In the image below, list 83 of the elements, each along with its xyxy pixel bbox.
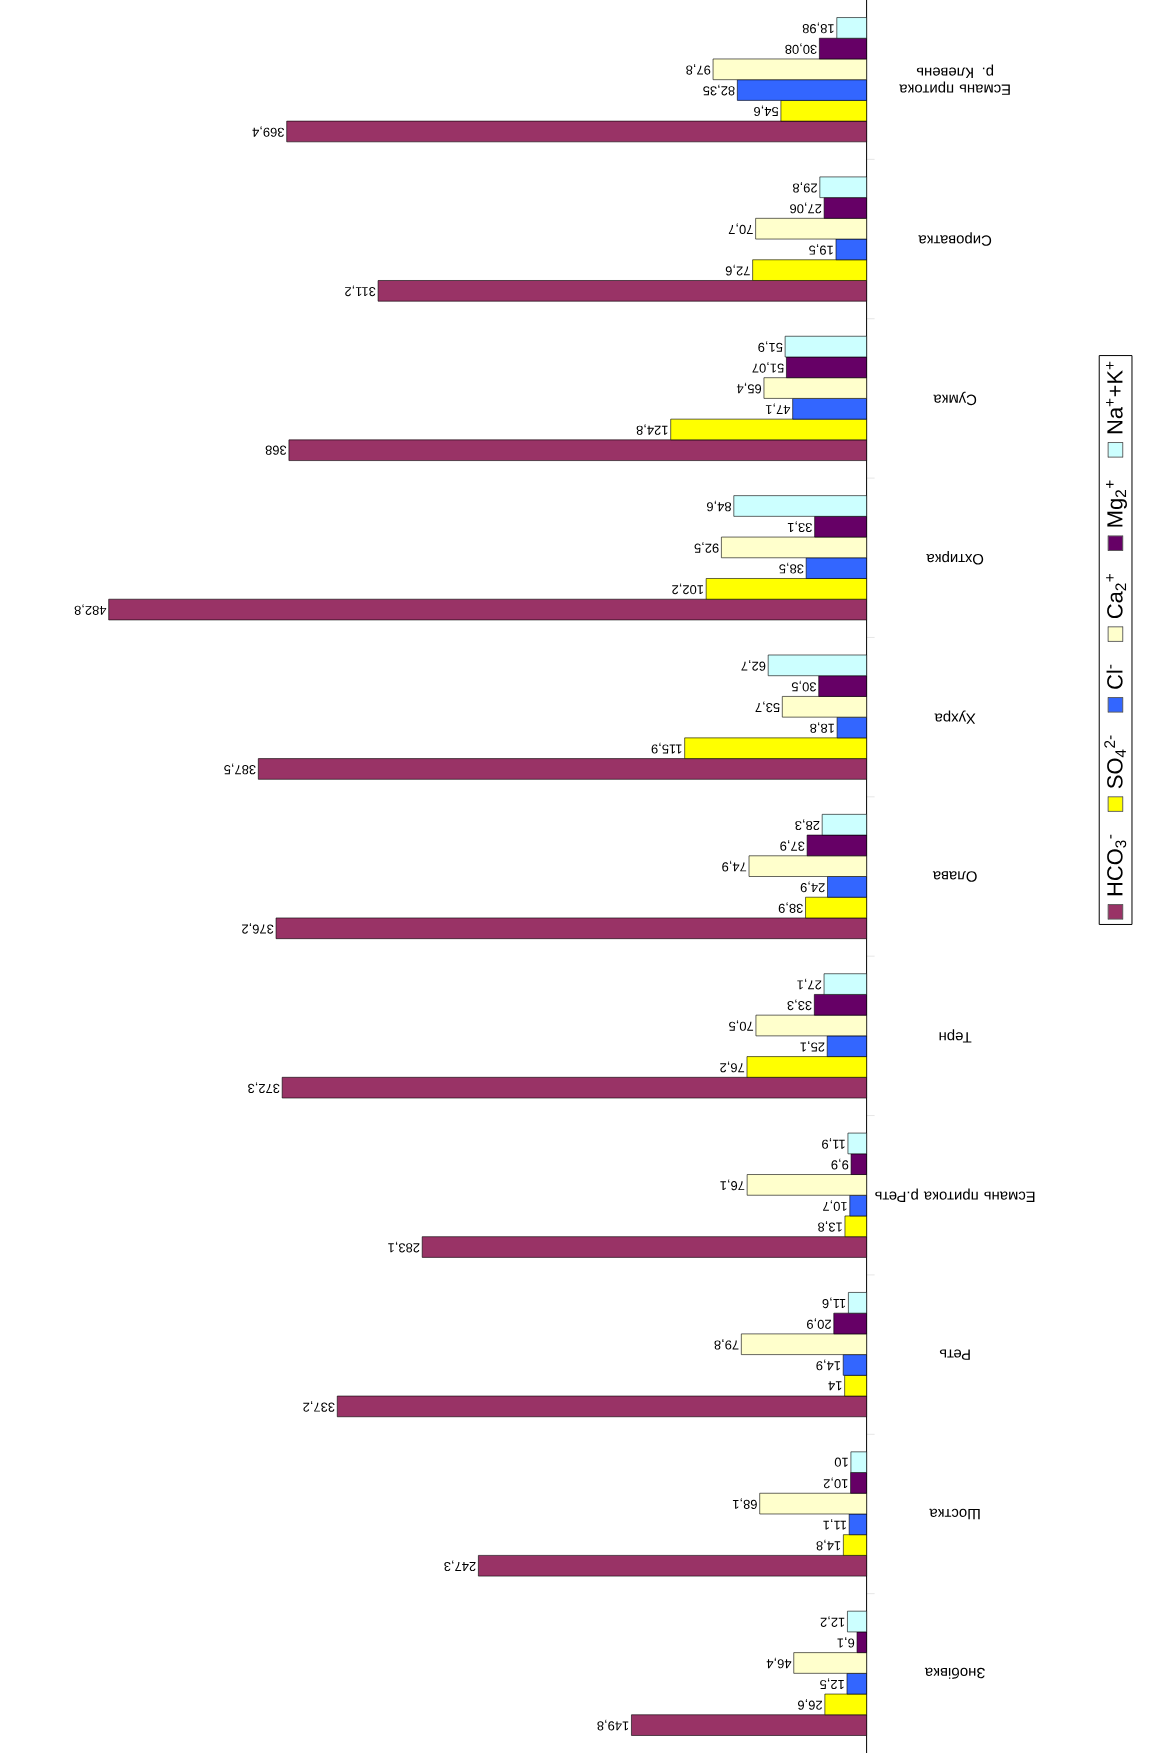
data-label: 10,2 bbox=[824, 1477, 848, 1489]
data-label: 30,08 bbox=[785, 43, 817, 54]
data-label: 47,1 bbox=[766, 403, 791, 415]
y-tick-label: Хухра bbox=[934, 710, 976, 724]
data-label: 247,3 bbox=[444, 1560, 476, 1572]
y-tick-label: Олава bbox=[933, 871, 977, 882]
data-label: 149,8 bbox=[597, 1719, 629, 1731]
data-label: 28,3 bbox=[795, 819, 820, 831]
y-tick-label: Есмань притока р. Клевень bbox=[899, 64, 1010, 95]
data-label: 33,1 bbox=[788, 521, 813, 533]
data-label: 70,7 bbox=[729, 223, 753, 235]
data-label: 311,2 bbox=[345, 285, 376, 297]
data-label: 33,3 bbox=[787, 999, 812, 1011]
data-label: 72,6 bbox=[725, 264, 750, 276]
legend-label: SO$_{4}$2- bbox=[1104, 735, 1127, 789]
data-label: 38,9 bbox=[778, 902, 804, 913]
data-label: 6,1 bbox=[837, 1636, 855, 1648]
data-label: 68,1 bbox=[733, 1498, 758, 1509]
data-label: 372,3 bbox=[248, 1082, 280, 1094]
data-label: 24,9 bbox=[800, 881, 825, 893]
data-label: 11,1 bbox=[823, 1519, 847, 1530]
y-tick-label: Охтирка bbox=[926, 551, 984, 565]
data-label: 74,9 bbox=[722, 860, 747, 872]
data-label: 46,4 bbox=[766, 1657, 792, 1669]
y-tick-label: Терн bbox=[939, 1029, 972, 1043]
data-label: 14 bbox=[828, 1381, 842, 1391]
data-label: 92,5 bbox=[694, 542, 719, 553]
data-label: 70,5 bbox=[729, 1020, 754, 1031]
y-tick-label: Сироватка bbox=[918, 232, 992, 246]
legend-label: Cl$^{-}$ bbox=[1106, 664, 1123, 689]
legend-label: Mg$_{2}$+ bbox=[1106, 480, 1128, 527]
data-label: 387,5 bbox=[224, 763, 256, 775]
data-label: 37,9 bbox=[780, 840, 805, 851]
data-label: 79,8 bbox=[714, 1338, 739, 1350]
data-label: 25,1 bbox=[800, 1040, 825, 1052]
data-label: 10,7 bbox=[823, 1200, 847, 1211]
data-label: 27,06 bbox=[790, 202, 822, 214]
data-label: 18,98 bbox=[802, 22, 834, 34]
data-label: 115,9 bbox=[651, 742, 682, 754]
data-label: 76,1 bbox=[720, 1179, 745, 1191]
data-label: 124,8 bbox=[636, 424, 668, 435]
y-tick-label: Есмань притока р.Реть bbox=[875, 1188, 1035, 1202]
y-tick-label: Знобівка bbox=[925, 1667, 986, 1679]
data-label: 18,8 bbox=[810, 722, 835, 733]
data-label: 97,8 bbox=[686, 63, 711, 75]
data-label: 29,8 bbox=[793, 181, 818, 193]
data-label: 53,7 bbox=[755, 701, 780, 713]
legend-label: Ca$_{2}$+ bbox=[1106, 573, 1127, 619]
data-label: 337,2 bbox=[303, 1401, 335, 1412]
data-label: 102,2 bbox=[672, 583, 704, 595]
data-label: 369,4 bbox=[252, 126, 285, 137]
data-label: 14,8 bbox=[816, 1539, 841, 1551]
data-label: 19,5 bbox=[809, 244, 833, 255]
data-label: 62,7 bbox=[741, 660, 766, 671]
data-label: 82,35 bbox=[703, 84, 735, 96]
data-label: 14,9 bbox=[816, 1359, 841, 1371]
y-tick-label: Шостка bbox=[929, 1508, 980, 1520]
data-label: 54,6 bbox=[754, 105, 779, 117]
data-label: 27,1 bbox=[797, 978, 822, 990]
data-label: 30,5 bbox=[792, 680, 817, 692]
data-label: 11,6 bbox=[822, 1297, 846, 1309]
y-tick-label: Реть bbox=[940, 1349, 970, 1360]
data-label: 376,2 bbox=[242, 922, 274, 934]
y-tick-label: Сумка bbox=[933, 391, 977, 406]
data-label: 12,5 bbox=[820, 1678, 844, 1690]
data-label: 11,9 bbox=[822, 1138, 845, 1149]
data-label: 26,6 bbox=[798, 1699, 823, 1710]
legend-label: HCO$_{3}$- bbox=[1107, 834, 1127, 896]
data-label: 20,9 bbox=[807, 1318, 832, 1329]
data-label: 65,4 bbox=[737, 382, 762, 394]
data-label: 38,5 bbox=[779, 562, 804, 574]
data-label: 51,9 bbox=[758, 341, 783, 352]
data-label: 9,9 bbox=[831, 1158, 849, 1170]
data-label: 51,07 bbox=[752, 361, 784, 373]
data-label: 12,2 bbox=[820, 1616, 845, 1627]
data-label: 482,8 bbox=[74, 604, 107, 615]
data-label: 10 bbox=[834, 1457, 848, 1467]
data-label: 13,8 bbox=[818, 1220, 842, 1232]
data-label: 283,1 bbox=[388, 1241, 420, 1253]
data-label: 84,6 bbox=[707, 500, 732, 512]
text: Na$^{+}$+K$^{+}$ bbox=[1106, 361, 1123, 434]
data-label: 368 bbox=[265, 445, 287, 455]
data-label: 76,2 bbox=[720, 1061, 745, 1073]
